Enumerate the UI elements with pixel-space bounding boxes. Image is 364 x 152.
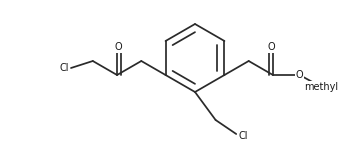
Text: O: O — [268, 42, 275, 52]
Text: O: O — [296, 70, 304, 80]
Text: O: O — [115, 42, 123, 52]
Text: methyl: methyl — [304, 82, 339, 92]
Text: Cl: Cl — [238, 131, 248, 141]
Text: Cl: Cl — [59, 63, 69, 73]
